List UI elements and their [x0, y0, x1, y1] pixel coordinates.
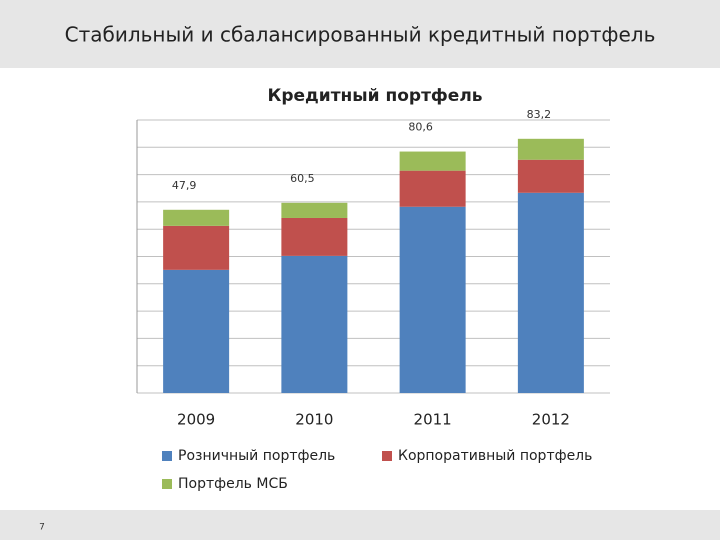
bar-segment	[517, 159, 584, 193]
total-label: 80,6	[408, 121, 433, 134]
footer-band	[0, 510, 720, 540]
bar-segment	[163, 209, 230, 226]
bar-segment	[399, 151, 466, 171]
header-band	[0, 0, 720, 68]
total-label: 47,9	[172, 179, 197, 192]
bar-segment	[281, 202, 348, 218]
chart-title: Кредитный портфель	[267, 86, 482, 106]
x-tick-label: 2010	[295, 411, 333, 429]
legend-label: Портфель МСБ	[178, 476, 288, 492]
bar-segment	[281, 255, 348, 393]
bar-segment	[399, 170, 466, 207]
bar-segment	[517, 192, 584, 393]
bar-segment	[399, 206, 466, 393]
page-number: 7	[39, 523, 45, 533]
x-tick-label: 2009	[177, 411, 215, 429]
bar-segment	[281, 217, 348, 256]
legend-swatch	[162, 479, 172, 489]
legend-label: Розничный портфель	[178, 448, 335, 464]
x-tick-label: 2012	[532, 411, 570, 429]
legend-swatch	[382, 451, 392, 461]
legend-swatch	[162, 451, 172, 461]
bar-segment	[517, 138, 584, 160]
slide-title: Стабильный и сбалансированный кредитный …	[65, 23, 656, 47]
bar-segment	[163, 269, 230, 393]
x-tick-label: 2011	[414, 411, 452, 429]
legend-label: Корпоративный портфель	[398, 448, 592, 464]
bar-segment	[163, 225, 230, 270]
total-label: 60,5	[290, 172, 315, 185]
total-label: 83,2	[527, 108, 552, 121]
